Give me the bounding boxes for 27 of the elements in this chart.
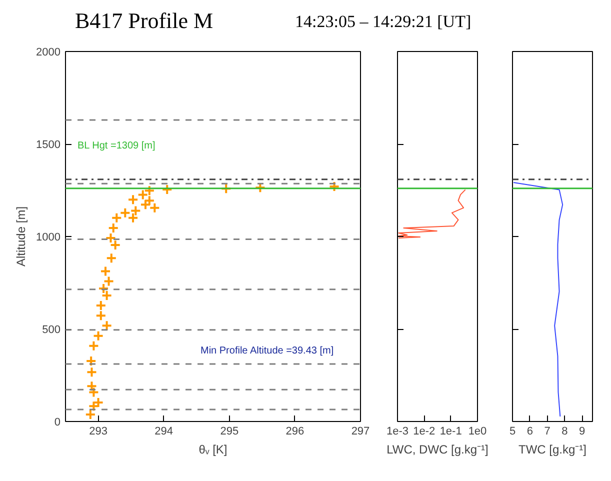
x-tick-label: 297	[351, 426, 370, 438]
x-axis-title: TWC [g.kg⁻¹]	[518, 442, 587, 457]
x-axis-title: LWC, DWC [g.kg⁻¹]	[386, 442, 488, 457]
chart-title: B417 Profile M	[75, 7, 214, 35]
x-tick-label: 296	[286, 426, 304, 438]
x-tick-label: 1e-3	[386, 426, 409, 438]
ref-line-label: BL Hgt =1309 [m]	[78, 140, 156, 152]
x-tick-label: 1e-1	[440, 426, 462, 438]
x-axis-title: θᵥ [K]	[198, 442, 228, 457]
y-axis-title: Altitude [m]	[14, 206, 28, 267]
x-tick-label: 5	[509, 426, 516, 438]
y-tick-label: 2000	[36, 46, 61, 59]
x-tick-label: 9	[579, 426, 586, 438]
y-tick-label: 1500	[36, 139, 61, 152]
x-tick-label: 8	[562, 426, 568, 438]
annotation: Min Profile Altitude =39.43 [m]	[200, 346, 334, 357]
x-tick-label: 6	[526, 426, 533, 438]
x-tick-label: 1e0	[468, 426, 487, 438]
chart-subtitle: 14:23:05 – 14:29:21 [UT]	[295, 11, 472, 33]
y-tick-label: 1000	[36, 232, 61, 244]
x-tick-label: 7	[544, 426, 550, 438]
x-tick-label: 293	[89, 426, 108, 438]
x-tick-label: 1e-2	[413, 426, 436, 438]
x-tick-label: 294	[154, 426, 174, 438]
y-tick-label: 0	[54, 416, 61, 429]
x-tick-label: 295	[220, 426, 239, 438]
y-tick-label: 500	[42, 324, 61, 336]
